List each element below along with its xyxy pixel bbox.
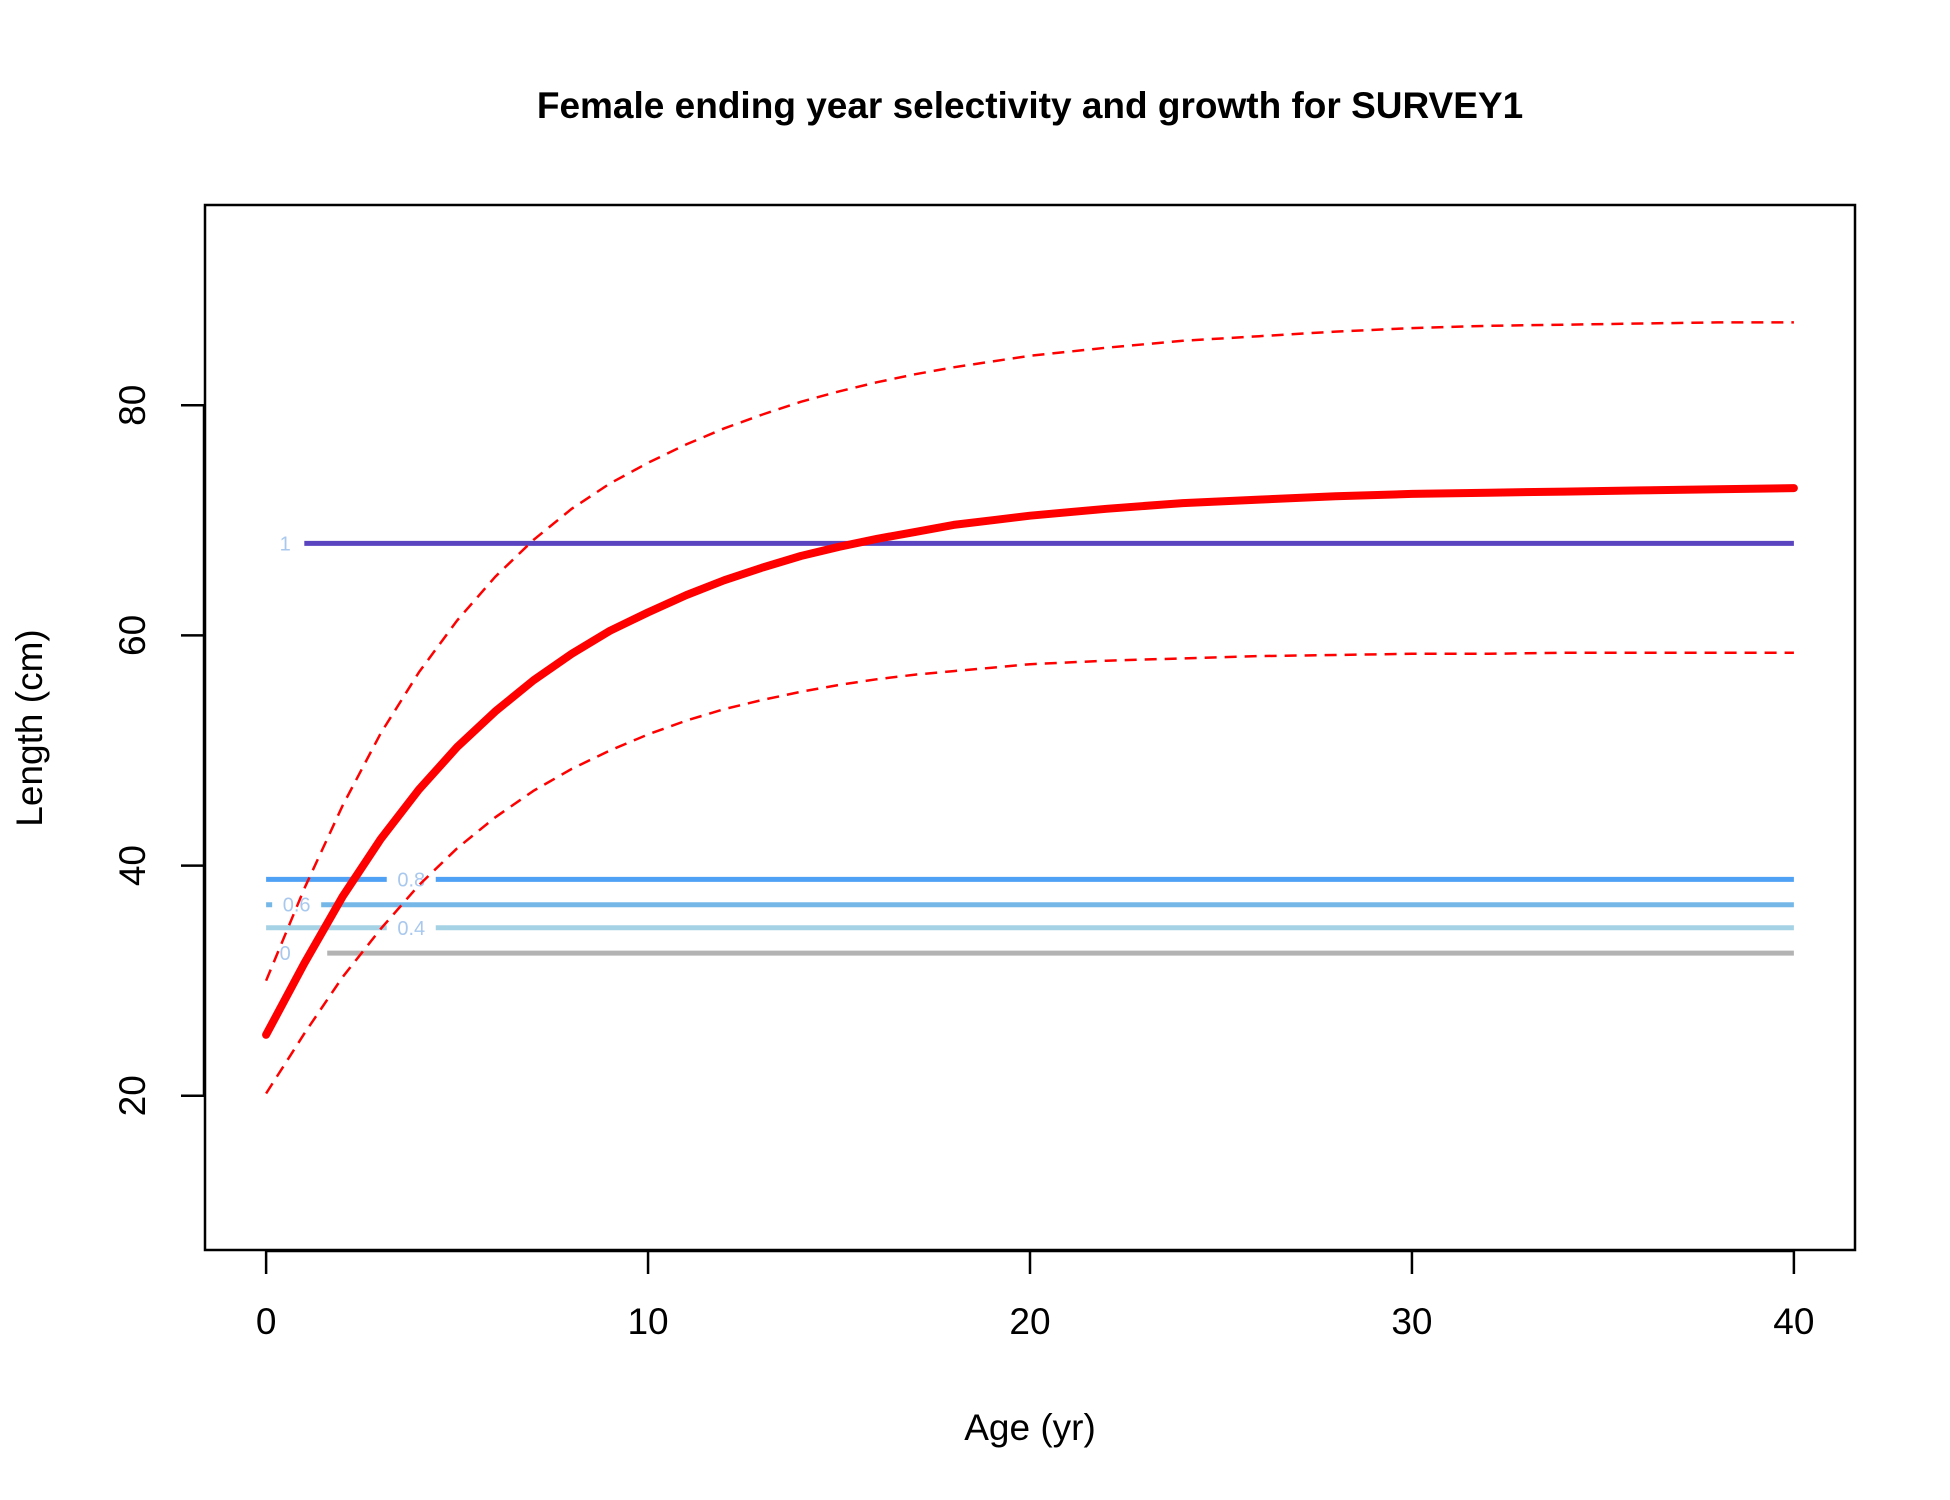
x-tick-label-40: 40 bbox=[1773, 1301, 1814, 1342]
y-tick-label-60: 60 bbox=[112, 615, 153, 656]
y-tick-label-20: 20 bbox=[112, 1075, 153, 1116]
growth-lower-ci-line bbox=[265, 651, 1794, 1095]
plot-frame bbox=[203, 203, 1857, 1252]
growth-mean-line bbox=[262, 484, 1798, 1039]
x-tick-label-20: 20 bbox=[1009, 1301, 1050, 1342]
x-axis: 0 10 20 30 40 bbox=[256, 1249, 1814, 1342]
chart-title: Female ending year selectivity and growt… bbox=[537, 85, 1523, 126]
y-axis: 20 40 60 80 bbox=[112, 385, 206, 1116]
x-tick-label-30: 30 bbox=[1391, 1301, 1432, 1342]
x-axis-label: Age (yr) bbox=[964, 1407, 1096, 1448]
selectivity-contours: 00.40.60.81 bbox=[266, 533, 1794, 965]
y-axis-label: Length (cm) bbox=[9, 629, 50, 826]
y-tick-label-80: 80 bbox=[112, 385, 153, 426]
contour-label-0: 0 bbox=[280, 943, 291, 965]
contour-label-0-8: 0.8 bbox=[397, 869, 425, 891]
contour-label-0-4: 0.4 bbox=[397, 918, 425, 940]
growth-upper-ci-line bbox=[264, 321, 1794, 982]
x-tick-label-0: 0 bbox=[256, 1301, 277, 1342]
contour-label-1: 1 bbox=[280, 533, 291, 555]
x-tick-label-10: 10 bbox=[627, 1301, 668, 1342]
y-tick-label-40: 40 bbox=[112, 845, 153, 886]
growth-curves bbox=[262, 321, 1798, 1095]
